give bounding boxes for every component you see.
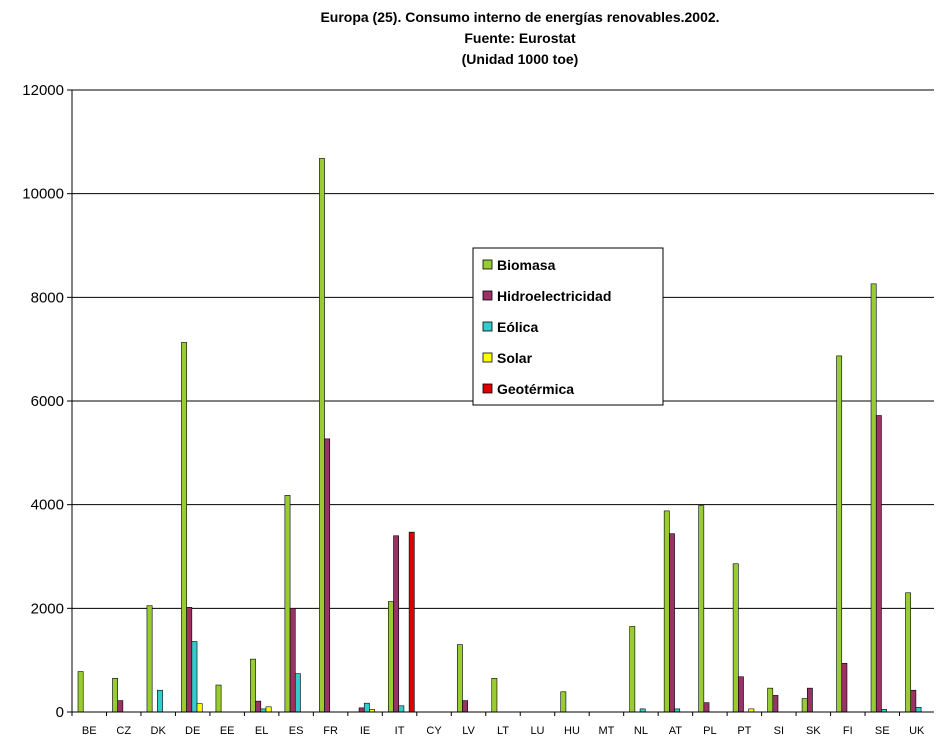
bar (186, 606, 193, 713)
legend-label: Hidroelectricidad (497, 288, 611, 304)
x-category-label: LU (530, 725, 544, 737)
x-category-label: BE (82, 725, 97, 737)
legend-swatch (482, 383, 493, 394)
y-tick-label: 10000 (22, 186, 64, 203)
axes (71, 90, 934, 713)
x-category-label: NL (634, 725, 648, 737)
bar (560, 691, 567, 713)
bar (698, 505, 705, 713)
bar (77, 671, 84, 713)
bar (910, 689, 917, 713)
bar (294, 673, 301, 713)
legend-label: Biomasa (497, 257, 556, 273)
x-category-label: SI (774, 725, 784, 737)
x-category-label: PT (737, 725, 751, 737)
x-category-label: AT (669, 725, 683, 737)
y-tick-label: 4000 (31, 497, 64, 514)
x-category-label: IT (395, 725, 405, 737)
bar (196, 703, 203, 713)
bar (663, 510, 670, 713)
bar (703, 702, 710, 713)
legend: Biomasa Hidroelectricidad Eólica Solar Geoté… (472, 247, 664, 406)
bar (284, 495, 291, 713)
x-category-label: MT (598, 725, 614, 737)
legend-label: Eólica (497, 319, 538, 335)
x-category-label: FR (323, 725, 338, 737)
y-tick-label: 2000 (31, 600, 64, 617)
y-tick-label: 12000 (22, 82, 64, 99)
bar (629, 626, 636, 713)
bar (801, 698, 808, 713)
x-category-label: SK (806, 725, 821, 737)
bar (772, 695, 779, 713)
bar (324, 438, 331, 713)
bar (265, 706, 272, 713)
bar (215, 684, 222, 713)
legend-label: Solar (497, 350, 533, 366)
bar (462, 700, 468, 713)
bar (255, 700, 262, 713)
x-category-label: ES (289, 725, 304, 737)
bars (77, 158, 922, 713)
x-category-label: LV (462, 725, 475, 737)
bar (870, 283, 877, 713)
bar (915, 707, 922, 713)
bar (456, 644, 463, 713)
chart-title: Europa (25). Consumo interno de energías… (320, 9, 719, 67)
legend-swatch (482, 290, 493, 301)
chart-title-line: (Unidad 1000 toe) (462, 51, 579, 67)
legend-swatch (482, 352, 493, 363)
chart-title-line: Europa (25). Consumo interno de energías… (320, 9, 719, 25)
x-category-label: EL (255, 725, 268, 737)
bar (191, 641, 198, 713)
legend-swatch (482, 321, 493, 332)
bar (393, 535, 400, 713)
x-category-label: UK (909, 725, 925, 737)
bar (767, 687, 774, 713)
legend-box (472, 247, 664, 406)
legend-label: Geotérmica (497, 381, 574, 397)
bar (738, 676, 744, 713)
y-tick-label: 6000 (31, 393, 64, 410)
y-tick-label: 8000 (31, 289, 64, 306)
x-category-label: CZ (116, 725, 131, 737)
legend-swatch (482, 259, 493, 270)
bar (117, 700, 124, 713)
x-axis-categories: BE CZ DK DE EE EL ES FR IE IT CY LV LT LU HU MT NL AT PL PT… (71, 712, 925, 737)
bar (841, 662, 848, 713)
bar (112, 678, 118, 713)
chart-title-line: Fuente: Eurostat (464, 30, 576, 46)
bar (289, 608, 296, 713)
y-axis-ticks: 0 2000 4000 6000 8000 10000 12000 (22, 82, 72, 721)
x-category-label: FI (843, 725, 853, 737)
x-category-label: IE (360, 725, 370, 737)
x-category-label: SE (875, 725, 890, 737)
bar (157, 689, 163, 713)
bar (388, 601, 394, 713)
bar (181, 342, 187, 713)
x-category-label: DE (185, 725, 200, 737)
bar (398, 705, 405, 713)
bar (250, 658, 256, 713)
x-category-label: LT (497, 725, 509, 737)
bar (875, 415, 882, 713)
bar (319, 158, 325, 713)
bar (363, 702, 370, 713)
bar (669, 533, 675, 713)
x-category-label: CY (426, 725, 442, 737)
x-category-label: PL (703, 725, 716, 737)
bar (358, 707, 365, 713)
x-category-label: HU (564, 725, 580, 737)
x-category-label: EE (220, 725, 235, 737)
bar (408, 531, 415, 713)
bar (491, 678, 498, 713)
x-category-label: DK (151, 725, 167, 737)
y-tick-label: 0 (56, 704, 64, 721)
bar (806, 687, 813, 713)
bar (146, 605, 153, 713)
bar (836, 355, 843, 713)
bar (905, 592, 912, 713)
bar (732, 563, 739, 713)
